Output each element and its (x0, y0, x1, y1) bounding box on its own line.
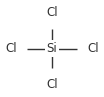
Text: Cl: Cl (87, 42, 99, 55)
Text: Cl: Cl (46, 6, 58, 19)
Text: Cl: Cl (46, 78, 58, 91)
Text: Cl: Cl (5, 42, 17, 55)
Text: Si: Si (47, 42, 57, 55)
